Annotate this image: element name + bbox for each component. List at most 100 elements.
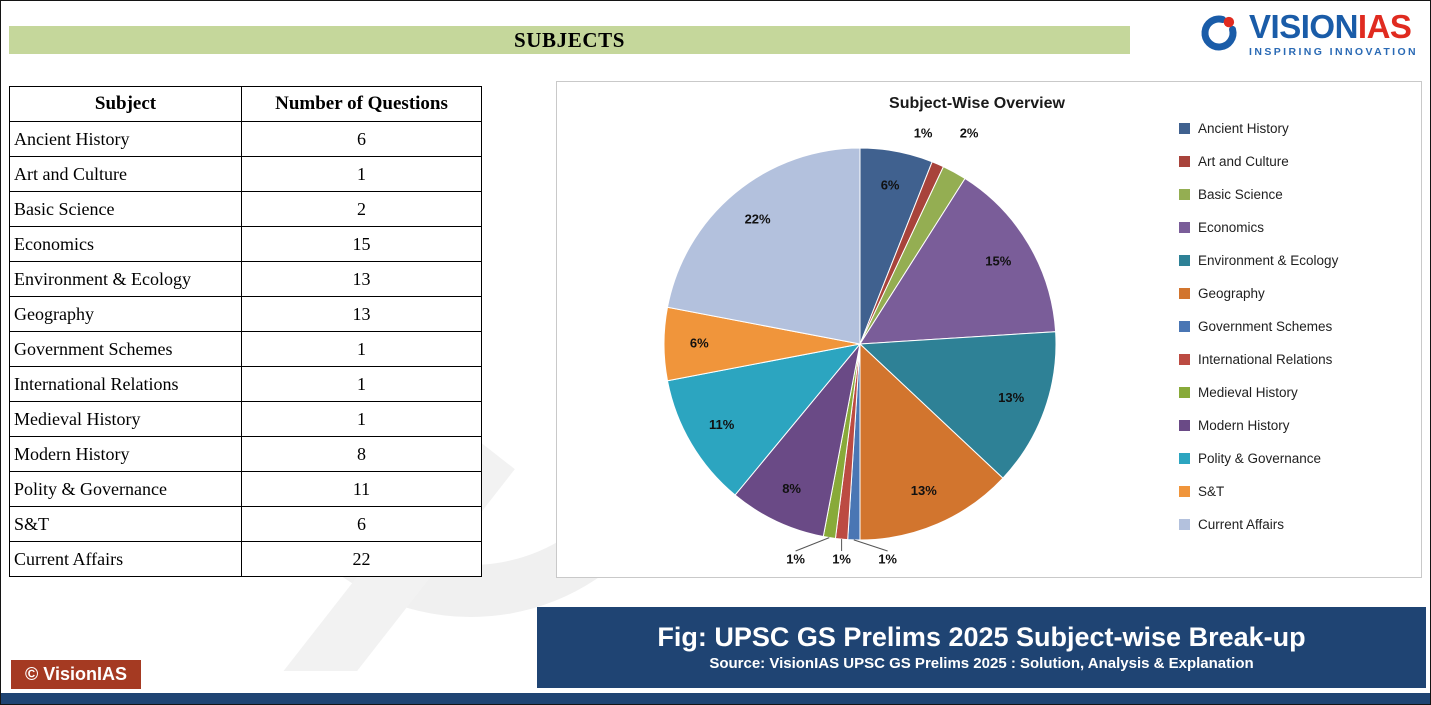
- subject-cell: International Relations: [9, 366, 242, 402]
- subjects-header-bar: SUBJECTS: [9, 26, 1130, 54]
- legend-label: Current Affairs: [1198, 517, 1285, 532]
- legend-swatch: [1179, 387, 1190, 398]
- legend-swatch: [1179, 420, 1190, 431]
- pie-slice-environment-ecology: [858, 331, 1057, 479]
- legend-swatch: [1179, 519, 1190, 530]
- legend-item-international-relations: International Relations: [1179, 343, 1338, 376]
- table-row: Current Affairs 22: [9, 541, 482, 577]
- table-row: Art and Culture 1: [9, 156, 482, 192]
- table-row: S&T 6: [9, 506, 482, 542]
- question-count-cell: 15: [241, 226, 482, 262]
- copyright-badge: © VisionIAS: [11, 660, 141, 689]
- legend-item-government-schemes: Government Schemes: [1179, 310, 1338, 343]
- table-row: Geography 13: [9, 296, 482, 332]
- question-count-cell: 13: [241, 261, 482, 297]
- pie-label-basic-science: 2%: [960, 125, 979, 140]
- pie-slice-polity-governance: [666, 343, 862, 496]
- legend-label: Government Schemes: [1198, 319, 1333, 334]
- legend-label: Environment & Ecology: [1198, 253, 1339, 268]
- legend-swatch: [1179, 321, 1190, 332]
- pie-label-environment-ecology: 13%: [998, 390, 1024, 405]
- subject-cell: Modern History: [9, 436, 242, 472]
- table-row: Economics 15: [9, 226, 482, 262]
- legend-item-geography: Geography: [1179, 277, 1338, 310]
- subject-cell: Basic Science: [9, 191, 242, 227]
- legend-label: Economics: [1198, 220, 1265, 235]
- legend-label: Ancient History: [1198, 121, 1289, 136]
- subject-cell: Current Affairs: [9, 541, 242, 577]
- chart-panel: Subject-Wise Overview 6% 15% 13% 13% 8% 11% 6%…: [556, 81, 1422, 578]
- question-count-cell: 1: [241, 156, 482, 192]
- pie-slice-economics: [859, 177, 1057, 345]
- question-count-cell: 8: [241, 436, 482, 472]
- legend-label: S&T: [1198, 484, 1225, 499]
- legend-item-current-affairs: Current Affairs: [1179, 508, 1338, 541]
- pie-label-leader: [795, 537, 830, 552]
- pie-label-international-relations: 1%: [832, 551, 851, 566]
- pie-label-ancient-history: 6%: [881, 178, 900, 193]
- question-count-cell: 13: [241, 296, 482, 332]
- legend-label: International Relations: [1198, 352, 1333, 367]
- legend-item-art-and-culture: Art and Culture: [1179, 145, 1338, 178]
- caption-source: Source: VisionIAS UPSC GS Prelims 2025 :…: [709, 655, 1254, 673]
- legend-swatch: [1179, 123, 1190, 134]
- legend-item-medieval-history: Medieval History: [1179, 376, 1338, 409]
- legend-label: Polity & Governance: [1198, 451, 1322, 466]
- brand-vision: VISION: [1249, 8, 1358, 45]
- pie-label-art-and-culture: 1%: [914, 125, 933, 140]
- chart-legend: Ancient History Art and Culture Basic Scie…: [1179, 112, 1338, 541]
- table-row: Medieval History 1: [9, 401, 482, 437]
- visionias-logo: VISIONIAS INSPIRING INNOVATION: [1196, 10, 1418, 58]
- legend-item-ancient-history: Ancient History: [1179, 112, 1338, 145]
- pie-label-leader: [853, 539, 888, 552]
- table-row: Ancient History 6: [9, 121, 482, 157]
- pie-slice-current-affairs: [666, 147, 861, 345]
- pie-label-current-affairs: 22%: [745, 212, 771, 227]
- subject-cell: Economics: [9, 226, 242, 262]
- pie-slice-modern-history: [734, 343, 861, 538]
- table-row: International Relations 1: [9, 366, 482, 402]
- subject-cell: Polity & Governance: [9, 471, 242, 507]
- legend-swatch: [1179, 453, 1190, 464]
- question-count-cell: 2: [241, 191, 482, 227]
- legend-item-environment-ecology: Environment & Ecology: [1179, 244, 1338, 277]
- pie-label-polity-governance: 11%: [709, 417, 735, 432]
- subject-cell: Ancient History: [9, 121, 242, 157]
- table-header-row: Subject Number of Questions: [9, 86, 482, 122]
- question-count-cell: 1: [241, 366, 482, 402]
- chart-title: Subject-Wise Overview: [889, 95, 1065, 112]
- legend-item-s-t: S&T: [1179, 475, 1338, 508]
- legend-swatch: [1179, 486, 1190, 497]
- question-count-cell: 6: [241, 121, 482, 157]
- legend-item-basic-science: Basic Science: [1179, 178, 1338, 211]
- subject-cell: Environment & Ecology: [9, 261, 242, 297]
- pie-label-medieval-history: 1%: [786, 551, 805, 566]
- column-header-subject: Subject: [9, 86, 242, 122]
- subject-cell: S&T: [9, 506, 242, 542]
- bottom-strip: [1, 693, 1430, 704]
- table-row: Environment & Ecology 13: [9, 261, 482, 297]
- copyright-text: © VisionIAS: [25, 664, 127, 684]
- brand-tagline: INSPIRING INNOVATION: [1249, 45, 1418, 58]
- table-row: Government Schemes 1: [9, 331, 482, 367]
- figure-caption: Fig: UPSC GS Prelims 2025 Subject-wise B…: [537, 607, 1426, 688]
- pie-slice-geography: [859, 342, 1004, 541]
- brand-name: VISIONIAS: [1249, 10, 1418, 44]
- legend-label: Modern History: [1198, 418, 1290, 433]
- legend-item-polity-governance: Polity & Governance: [1179, 442, 1338, 475]
- pie-label-economics: 15%: [985, 254, 1011, 269]
- legend-label: Basic Science: [1198, 187, 1283, 202]
- legend-label: Art and Culture: [1198, 154, 1289, 169]
- question-count-cell: 1: [241, 331, 482, 367]
- brand-ias: IAS: [1357, 8, 1412, 45]
- pie-label-geography: 13%: [911, 483, 937, 498]
- table-row: Basic Science 2: [9, 191, 482, 227]
- question-count-cell: 11: [241, 471, 482, 507]
- table-row: Modern History 8: [9, 436, 482, 472]
- table-row: Polity & Governance 11: [9, 471, 482, 507]
- subject-cell: Medieval History: [9, 401, 242, 437]
- legend-label: Geography: [1198, 286, 1265, 301]
- pie-chart: 6% 15% 13% 13% 8% 11% 6% 22% 1% 2% 1% 1% 1%: [663, 125, 1057, 566]
- subject-cell: Art and Culture: [9, 156, 242, 192]
